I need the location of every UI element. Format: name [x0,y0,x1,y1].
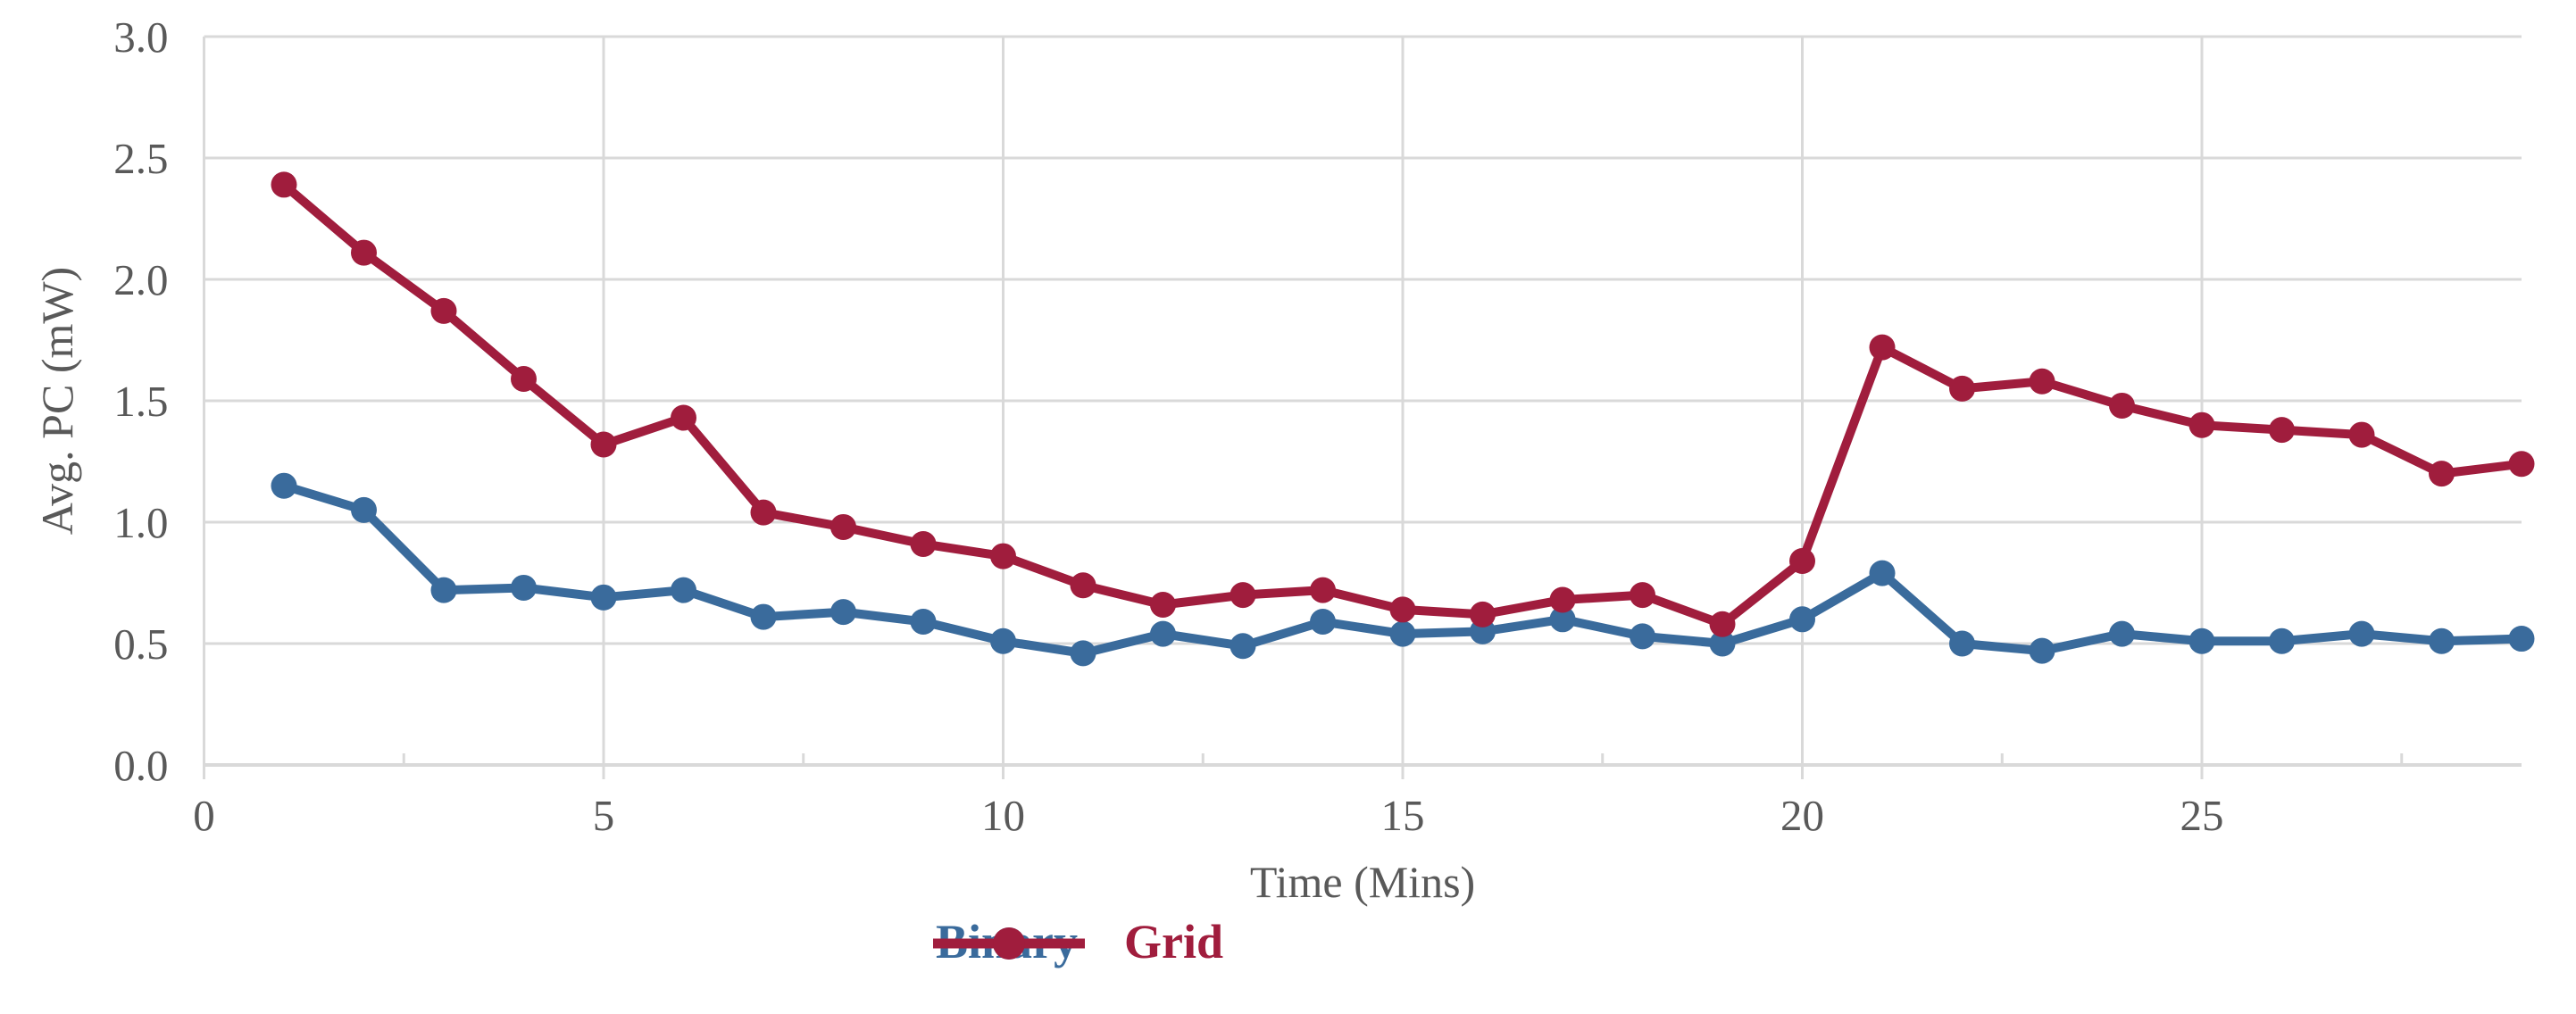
binary-marker [990,628,1016,654]
grid-marker [1549,586,1576,613]
grid-marker [2109,392,2135,419]
binary-marker [1070,640,1096,667]
binary-marker [511,574,537,601]
grid-marker [750,499,777,526]
grid-marker [1070,572,1096,599]
x-tick-label: 25 [2180,791,2224,840]
binary-marker [910,609,937,636]
grid-marker [1470,601,1496,628]
x-tick-label: 0 [193,791,215,840]
grid-marker [1630,582,1655,609]
binary-marker [1150,620,1176,647]
y-tick-label: 2.0 [113,255,168,304]
binary-marker [2269,628,2295,654]
grid-marker [990,543,1016,569]
x-tick-label: 15 [1381,791,1425,840]
binary-marker [1869,560,1896,586]
binary-marker [671,577,696,603]
grid-marker [1230,582,1256,609]
binary-marker [2348,620,2375,647]
binary-marker [2029,637,2055,664]
y-axis-title: Avg. PC (mW) [32,266,82,536]
grid-marker [511,366,537,393]
grid-marker [1789,548,1815,575]
grid-marker [1709,611,1736,637]
binary-marker [1949,630,1975,657]
grid-marker [1310,577,1336,603]
grid-marker [2508,451,2535,478]
grid-marker [2348,421,2375,448]
grid-marker [1150,591,1176,618]
binary-marker [1630,623,1655,650]
grid-marker [910,530,937,557]
grid-legend-marker-icon [933,927,1085,960]
binary-marker [590,584,617,611]
binary-marker [1549,606,1576,633]
y-tick-label: 0.0 [113,741,168,790]
binary-marker [750,603,777,630]
grid-marker [2269,417,2295,444]
binary-marker [2109,620,2135,647]
binary-marker [1389,620,1416,647]
grid-marker [590,431,617,458]
grid-marker [2429,461,2455,487]
binary-marker [351,496,377,523]
y-tick-label: 1.5 [113,377,168,426]
binary-marker [1310,609,1336,636]
grid-marker [1389,596,1416,623]
y-tick-label: 0.5 [113,619,168,669]
legend-label-grid: Grid [1124,915,1224,968]
binary-marker [830,599,856,626]
y-tick-label: 2.5 [113,134,168,183]
y-tick-label: 1.0 [113,498,168,547]
binary-marker [1789,606,1815,633]
x-tick-label: 20 [1780,791,1824,840]
grid-marker [671,404,696,431]
grid-marker [351,239,377,266]
binary-marker [2508,626,2535,652]
grid-marker [830,513,856,540]
binary-marker [1230,633,1256,660]
binary-marker [430,577,457,603]
grid-marker [1869,334,1896,361]
grid-marker [1949,375,1975,402]
binary-marker [1709,630,1736,657]
x-axis-title: Time (Mins) [1249,857,1476,907]
binary-marker [2188,628,2215,654]
grid-marker [271,171,297,198]
grid-marker [430,297,457,324]
grid-marker [2029,368,2055,395]
legend-item-grid: Grid [933,915,1224,968]
binary-marker [2429,628,2455,654]
x-tick-label: 10 [981,791,1025,840]
x-tick-label: 5 [593,791,615,840]
binary-marker [271,472,297,499]
grid-marker [2188,411,2215,438]
legend: Binary Grid [930,918,1223,966]
y-tick-label: 3.0 [113,12,168,62]
